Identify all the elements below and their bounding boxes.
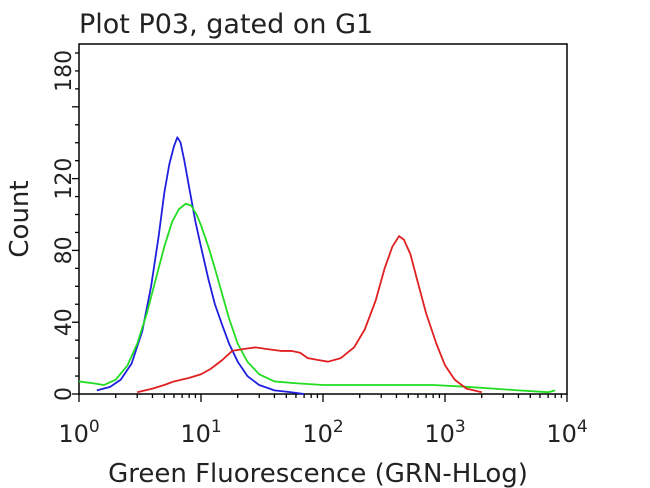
series-1-line [78, 202, 556, 394]
y-axis-label: Count [5, 180, 35, 257]
y-tick-label: 0 [52, 387, 77, 401]
x-tick-label: 100 [58, 417, 99, 448]
y-tick-label: 180 [52, 50, 77, 92]
plot-frame [78, 43, 568, 395]
x-tick-label: 104 [546, 417, 587, 448]
x-tick-label: 101 [180, 417, 221, 448]
x-tick-label: 103 [424, 417, 465, 448]
y-tick-label: 40 [52, 308, 77, 336]
y-axis: 0 40 80 120 180 [52, 50, 79, 401]
series-0-line [96, 136, 305, 395]
x-tick-label: 102 [302, 417, 343, 448]
y-tick-label: 80 [52, 236, 77, 264]
chart-title: Plot P03, gated on G1 [79, 9, 373, 40]
series-2-line [137, 235, 482, 394]
x-axis-label: Green Fluorescence (GRN-HLog) [108, 459, 528, 488]
series-layer [78, 136, 556, 395]
y-tick-label: 120 [52, 158, 77, 200]
x-axis: 100 101 102 103 104 [58, 394, 588, 448]
